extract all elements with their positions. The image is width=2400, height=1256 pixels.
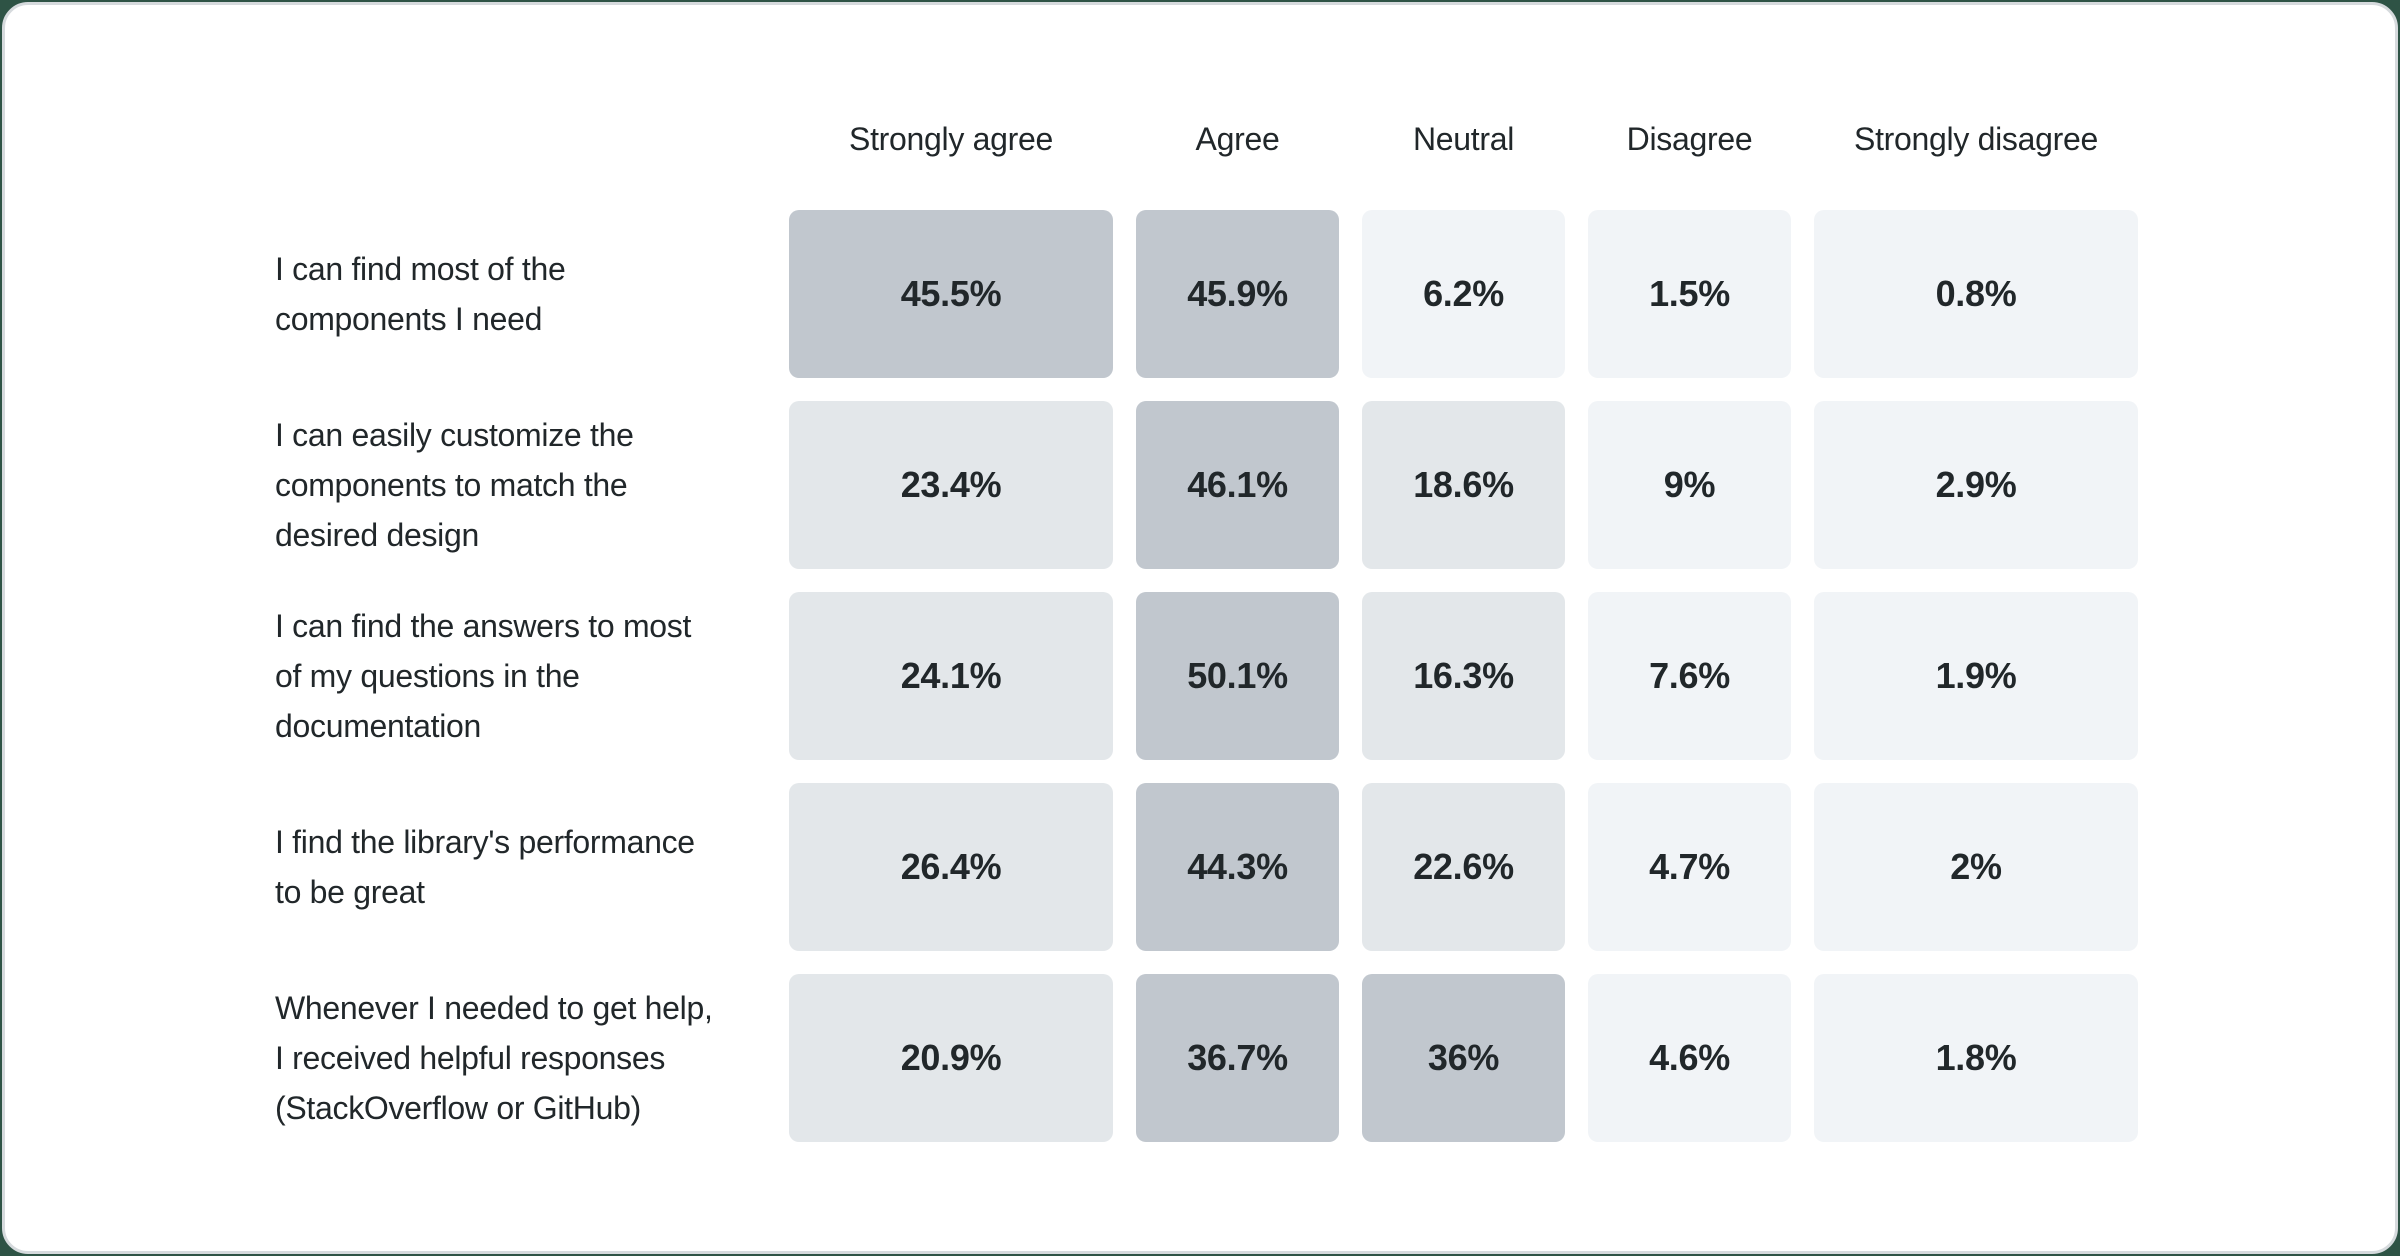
heatmap-cell: 16.3% [1362,592,1565,760]
heatmap-cell: 7.6% [1588,592,1791,760]
heatmap-cell: 4.7% [1588,783,1791,951]
column-header-agree: Agree [1195,120,1280,157]
row-label: I can find the answers to most of my que… [275,608,692,744]
column-header-disagree: Disagree [1626,120,1753,157]
column-header-strongly-agree: Strongly agree [849,120,1053,157]
heatmap-cell: 26.4% [789,783,1113,951]
heatmap-rows: I can find most of the components I need… [275,210,2395,1142]
heatmap-cell: 24.1% [789,592,1113,760]
row-label: Whenever I needed to get help, I receive… [275,990,713,1126]
heatmap-cell: 22.6% [1362,783,1565,951]
heatmap-cell: 18.6% [1362,401,1565,569]
heatmap-cell: 2.9% [1814,401,2138,569]
heatmap-cell: 36% [1362,974,1565,1142]
survey-heatmap: Strongly agree Agree Neutral Disagree Strong… [275,5,2395,1142]
row-label: I find the library's performance to be g… [275,824,695,910]
heatmap-cell: 45.5% [789,210,1113,378]
heatmap-cell: 46.1% [1136,401,1339,569]
heatmap-cell: 45.9% [1136,210,1339,378]
column-header-strongly-disagree: Strongly disagree [1854,120,2098,157]
heatmap-cell: 20.9% [789,974,1113,1142]
row-label: I can easily customize the components to… [275,417,634,553]
heatmap-cell: 1.9% [1814,592,2138,760]
heatmap-cell: 1.8% [1814,974,2138,1142]
heatmap-cell: 50.1% [1136,592,1339,760]
heatmap-cell: 1.5% [1588,210,1791,378]
heatmap-cell: 6.2% [1362,210,1565,378]
row-label: I can find most of the components I need [275,251,566,337]
heatmap-cell: 23.4% [789,401,1113,569]
heatmap-cell: 36.7% [1136,974,1339,1142]
column-header-neutral: Neutral [1412,120,1515,157]
heatmap-cell: 0.8% [1814,210,2138,378]
heatmap-cell: 2% [1814,783,2138,951]
label-column-spacer [275,112,766,166]
heatmap-cell: 44.3% [1136,783,1339,951]
heatmap-cell: 4.6% [1588,974,1791,1142]
heatmap-cell: 9% [1588,401,1791,569]
header-row: Strongly agree Agree Neutral Disagree Strong… [275,112,2395,166]
